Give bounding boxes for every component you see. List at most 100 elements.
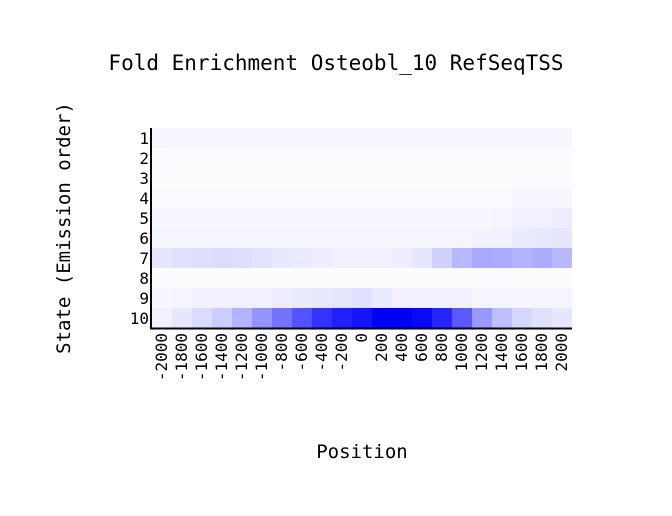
- heatmap-cell: [472, 248, 492, 268]
- heatmap-cell: [312, 168, 332, 188]
- y-tick-label: 6: [139, 229, 149, 248]
- heatmap-cell: [352, 208, 372, 228]
- heatmap-cell: [332, 208, 352, 228]
- y-tick-label: 3: [139, 169, 149, 188]
- heatmap-cell: [252, 268, 272, 288]
- heatmap-cell: [532, 208, 552, 228]
- heatmap-cell: [472, 288, 492, 308]
- heatmap-cell: [392, 168, 412, 188]
- heatmap-cell: [252, 128, 272, 148]
- heatmap-cell: [392, 248, 412, 268]
- heatmap-cell: [232, 188, 252, 208]
- heatmap-cell: [412, 188, 432, 208]
- heatmap-cell: [312, 128, 332, 148]
- heatmap-cell: [512, 248, 532, 268]
- x-tick-labels: -2000 -1800 -1600 -1400 -1200 -1000 -800 -600 -4…: [152, 333, 571, 381]
- x-tick-label: 1400: [492, 333, 511, 372]
- heatmap-cell: [492, 248, 512, 268]
- heatmap-cell: [452, 248, 472, 268]
- heatmap-cell: [432, 268, 452, 288]
- heatmap-cell: [212, 148, 232, 168]
- heatmap-cell: [272, 308, 292, 328]
- heatmap-cell: [232, 128, 252, 148]
- heatmap-cell: [532, 188, 552, 208]
- heatmap-cell: [172, 228, 192, 248]
- heatmap-cell: [452, 148, 472, 168]
- heatmap-cell: [372, 308, 392, 328]
- heatmap-cell: [212, 308, 232, 328]
- heatmap-cell: [532, 248, 552, 268]
- heatmap-cell: [372, 128, 392, 148]
- heatmap-cell: [432, 228, 452, 248]
- heatmap-cell: [472, 128, 492, 148]
- y-axis-label: State (Emission order): [53, 102, 75, 354]
- x-tick-label: 2000: [552, 333, 571, 372]
- heatmap-cell: [392, 288, 412, 308]
- heatmap-cell: [292, 288, 312, 308]
- heatmap-cell: [212, 168, 232, 188]
- heatmap-cell: [372, 168, 392, 188]
- heatmap-cell: [252, 288, 272, 308]
- heatmap-cell: [552, 188, 572, 208]
- heatmap-cell: [152, 248, 172, 268]
- heatmap-cell: [172, 208, 192, 228]
- heatmap-cells: [152, 128, 572, 328]
- heatmap-cell: [332, 248, 352, 268]
- heatmap-cell: [392, 188, 412, 208]
- heatmap-cell: [472, 228, 492, 248]
- heatmap-cell: [252, 308, 272, 328]
- heatmap-cell: [552, 288, 572, 308]
- heatmap-cell: [212, 128, 232, 148]
- heatmap-cell: [512, 308, 532, 328]
- heatmap-cell: [432, 288, 452, 308]
- heatmap-cell: [432, 208, 452, 228]
- heatmap-cell: [432, 188, 452, 208]
- y-tick-label: 2: [139, 149, 149, 168]
- heatmap-cell: [272, 128, 292, 148]
- heatmap-cell: [332, 288, 352, 308]
- heatmap-cell: [152, 148, 172, 168]
- heatmap-cell: [192, 208, 212, 228]
- heatmap-cell: [272, 208, 292, 228]
- heatmap-cell: [372, 248, 392, 268]
- heatmap-cell: [372, 208, 392, 228]
- heatmap-cell: [292, 268, 312, 288]
- heatmap-cell: [192, 148, 212, 168]
- heatmap-cell: [512, 128, 532, 148]
- heatmap-cell: [212, 208, 232, 228]
- heatmap-cell: [252, 148, 272, 168]
- heatmap-cell: [332, 148, 352, 168]
- heatmap-cell: [312, 188, 332, 208]
- heatmap-cell: [312, 208, 332, 228]
- heatmap-cell: [412, 288, 432, 308]
- heatmap-cell: [392, 228, 412, 248]
- heatmap-cell: [412, 248, 432, 268]
- heatmap-cell: [172, 248, 192, 268]
- heatmap-cell: [392, 148, 412, 168]
- x-tick-label: 200: [372, 333, 391, 362]
- heatmap-cell: [352, 228, 372, 248]
- heatmap-cell: [552, 168, 572, 188]
- heatmap-cell: [392, 308, 412, 328]
- heatmap-cell: [312, 308, 332, 328]
- x-tick-label: 1600: [512, 333, 531, 372]
- x-tick-label: -200: [332, 333, 351, 372]
- heatmap-cell: [532, 168, 552, 188]
- heatmap-cell: [552, 128, 572, 148]
- heatmap-cell: [552, 228, 572, 248]
- heatmap-cell: [272, 228, 292, 248]
- y-tick-label: 10: [130, 309, 149, 328]
- heatmap-cell: [492, 188, 512, 208]
- heatmap-cell: [512, 288, 532, 308]
- heatmap-cell: [272, 168, 292, 188]
- heatmap-cell: [352, 248, 372, 268]
- heatmap-cell: [552, 308, 572, 328]
- heatmap-cell: [372, 188, 392, 208]
- heatmap-cell: [532, 148, 552, 168]
- heatmap-cell: [472, 168, 492, 188]
- heatmap-cell: [312, 228, 332, 248]
- y-tick-label: 7: [139, 249, 149, 268]
- heatmap-cell: [212, 248, 232, 268]
